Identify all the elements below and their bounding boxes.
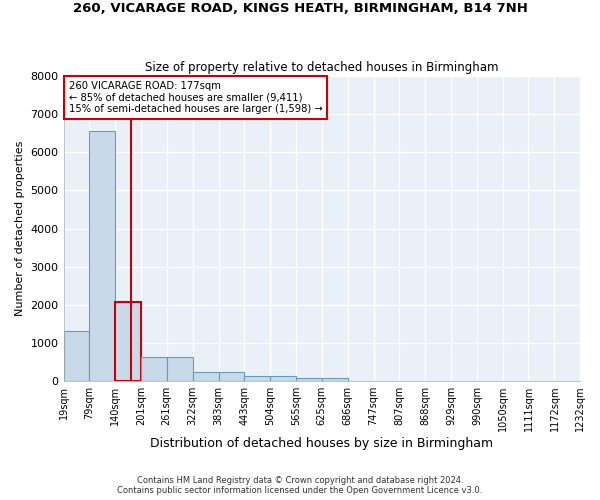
Text: Contains HM Land Registry data © Crown copyright and database right 2024.
Contai: Contains HM Land Registry data © Crown c… [118, 476, 482, 495]
Bar [270, 376, 296, 381]
X-axis label: Distribution of detached houses by size in Birmingham: Distribution of detached houses by size … [150, 437, 493, 450]
Title: Size of property relative to detached houses in Birmingham: Size of property relative to detached ho… [145, 60, 499, 74]
Text: 260, VICARAGE ROAD, KINGS HEATH, BIRMINGHAM, B14 7NH: 260, VICARAGE ROAD, KINGS HEATH, BIRMING… [73, 2, 527, 16]
Bar [115, 302, 141, 381]
Bar [244, 376, 270, 381]
Bar [167, 356, 193, 381]
Bar [296, 378, 322, 381]
Bar [218, 372, 244, 381]
Bar [89, 131, 115, 381]
Bar [322, 378, 347, 381]
Text: 260 VICARAGE ROAD: 177sqm
← 85% of detached houses are smaller (9,411)
15% of se: 260 VICARAGE ROAD: 177sqm ← 85% of detac… [69, 80, 322, 114]
Y-axis label: Number of detached properties: Number of detached properties [15, 141, 25, 316]
Bar [64, 331, 89, 381]
Bar [141, 356, 167, 381]
Bar [193, 372, 218, 381]
